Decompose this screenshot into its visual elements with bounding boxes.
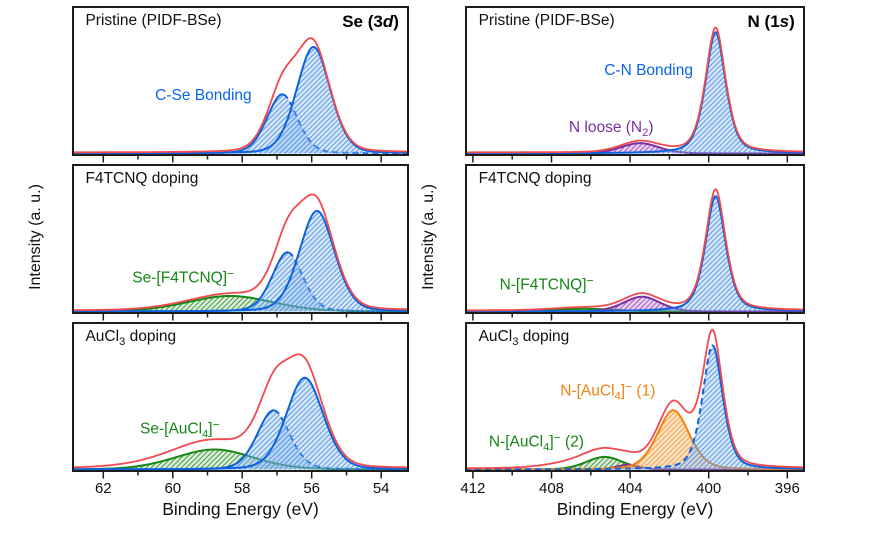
peak-annotation: Se-[AuCl4]−: [140, 416, 220, 441]
envelope-curve: [465, 188, 805, 312]
spectrum-plot: [465, 6, 805, 156]
x-tick-label: 58: [233, 480, 251, 497]
peak-outline-c-se-3d52: [72, 209, 409, 313]
panel-title: Pristine (PIDF-BSe): [478, 12, 615, 29]
peak-outline-c-se-3d52: [72, 46, 409, 155]
panel-frame: [72, 164, 409, 314]
x-tick-label: 412: [460, 480, 486, 497]
peak-annotation: C-N Bonding: [604, 61, 693, 79]
x-tick-label: 56: [303, 480, 321, 497]
peak-outline-c-n-bonding: [465, 195, 805, 313]
peak-fill-se-f4tcnq: [72, 296, 409, 312]
se3d-chart-column: Intensity (a. u.) Pristine (PIDF-BSe) Se …: [27, 6, 409, 519]
spectrum-panel-n1s-0: Pristine (PIDF-BSe) N (1s) C-N Bonding N lo…: [465, 6, 805, 163]
peak-annotation: N-[AuCl4]− (1): [560, 379, 656, 403]
se3d-x-tick-labels: 62 60 58 56 54: [72, 480, 409, 497]
peak-outline-c-n-bonding: [465, 344, 714, 471]
panel-frame: [465, 164, 805, 314]
spectrum-plot: [72, 164, 409, 314]
y-axis-label: Intensity (a. u.): [27, 184, 44, 290]
spectrum-panel-se3d-0: Pristine (PIDF-BSe) Se (3d) C-Se Bonding: [72, 6, 409, 163]
x-axis-title: Binding Energy (eV): [162, 499, 319, 519]
panel-frame: [465, 322, 805, 472]
peak-annotation: C-Se Bonding: [155, 87, 252, 104]
peak-fill-c-se-3d52: [72, 377, 409, 470]
envelope-curve: [465, 328, 805, 470]
spectrum-plot: [72, 6, 409, 156]
envelope-curve: [72, 353, 409, 469]
panel-frame: [465, 6, 805, 156]
peak-fill-c-se-3d52: [72, 210, 409, 312]
spectrum-panel-n1s-2: AuCl3 doping N-[AuCl4]− (1) N-[AuCl4]− (2): [465, 322, 805, 479]
panel-title: F4TCNQ doping: [85, 170, 199, 187]
x-axis-ticks: [102, 472, 382, 479]
spectrum-plot: [72, 322, 409, 472]
x-axis-ticks: [472, 472, 789, 479]
spectrum-plot: [465, 164, 805, 314]
peak-annotation: Se-[F4TCNQ]−: [132, 265, 235, 287]
spectrum-panel-se3d-1: F4TCNQ doping Se-[F4TCNQ]−: [72, 164, 409, 321]
envelope-curve: [465, 26, 805, 154]
spectrum-panel-se3d-2: AuCl3 doping Se-[AuCl4]−: [72, 322, 409, 479]
core-level-label: N (1s): [747, 12, 795, 31]
n1s-panel-stack: Pristine (PIDF-BSe) N (1s) C-N Bonding N lo…: [465, 6, 805, 479]
x-tick-label: 404: [617, 480, 643, 497]
n1s-chart-column: Intensity (a. u.) Pristine (PIDF-BSe) N (…: [420, 6, 805, 519]
panel-title: AuCl3 doping: [85, 328, 177, 349]
x-axis-ticks: [472, 156, 789, 163]
peak-annotation: N loose (N2): [568, 118, 654, 140]
x-tick-label: 408: [538, 480, 565, 497]
peak-outline-c-n-bonding: [712, 345, 805, 470]
x-axis-ticks: [102, 314, 382, 321]
peak-fill-c-n-bonding: [465, 345, 805, 470]
x-tick-label: 60: [164, 480, 182, 497]
peak-fill-c-n-bonding: [465, 196, 805, 312]
envelope-curve: [72, 37, 409, 154]
y-axis-label: Intensity (a. u.): [420, 184, 437, 290]
n1s-x-tick-labels: 412 408 404 400 396: [460, 480, 805, 497]
panel-frame: [72, 322, 409, 472]
x-tick-label: 62: [94, 480, 112, 497]
x-tick-label: 400: [696, 480, 722, 497]
peak-annotation: N-[AuCl4]− (2): [488, 430, 584, 454]
peak-fill-c-se-3d52: [72, 47, 409, 154]
x-tick-label: 396: [774, 480, 800, 497]
peak-fill-c-n-bonding: [465, 32, 805, 154]
spectrum-panel-n1s-1: F4TCNQ doping N-[F4TCNQ]−: [465, 164, 805, 321]
panel-title: AuCl3 doping: [478, 328, 570, 349]
peak-outline-c-n-bonding: [465, 31, 805, 155]
panel-title: Pristine (PIDF-BSe): [85, 12, 222, 29]
se3d-panel-stack: Pristine (PIDF-BSe) Se (3d) C-Se Bonding F4…: [72, 6, 409, 479]
spectrum-plot: [465, 322, 805, 472]
panel-title: F4TCNQ doping: [478, 170, 592, 187]
peak-fill-n-loose-n2: [465, 143, 805, 154]
x-axis-ticks: [472, 314, 789, 321]
x-axis-ticks: [102, 156, 382, 163]
peak-outline-c-se-3d52: [72, 376, 409, 471]
panel-frame: [72, 6, 409, 156]
peak-fill-n-loose-n2: [465, 296, 805, 312]
envelope-curve: [72, 193, 409, 311]
x-axis-title: Binding Energy (eV): [556, 499, 714, 519]
peak-annotation: N-[F4TCNQ]−: [499, 273, 594, 294]
x-tick-label: 54: [372, 480, 390, 497]
core-level-label: Se (3d): [342, 12, 399, 31]
